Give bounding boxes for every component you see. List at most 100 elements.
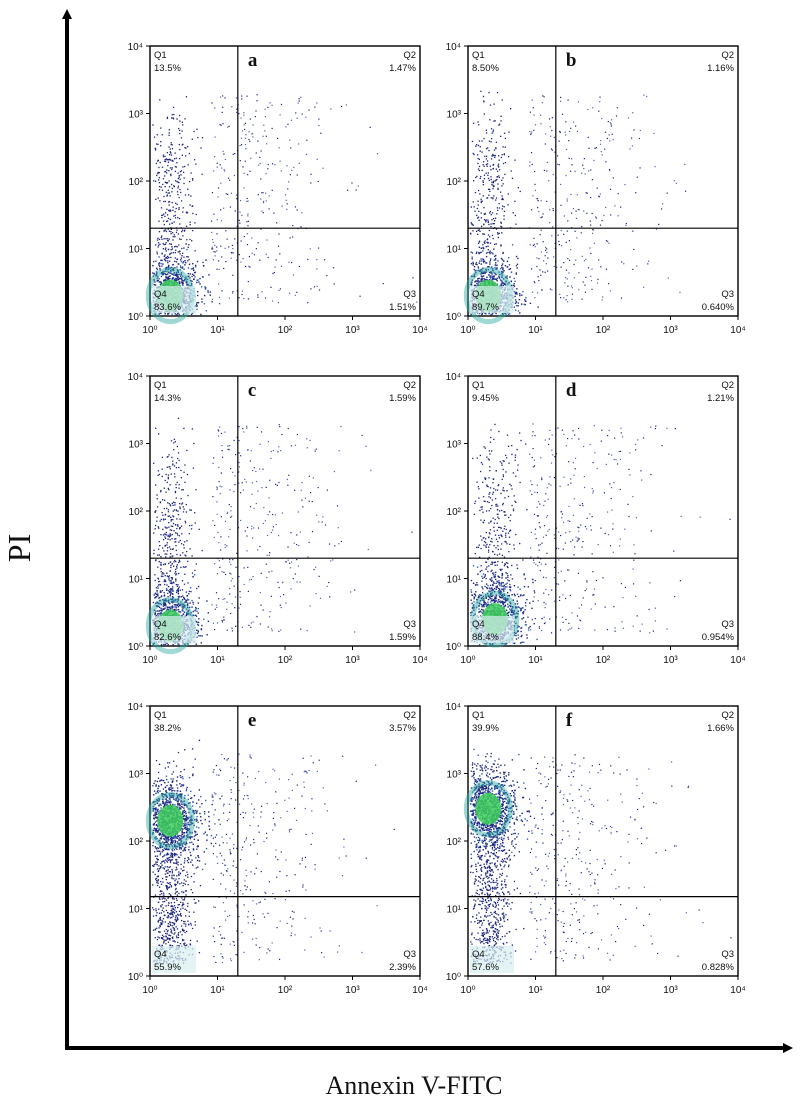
event-dot bbox=[166, 151, 169, 154]
event-dot bbox=[164, 545, 166, 547]
event-dot bbox=[482, 164, 484, 166]
event-dot bbox=[235, 566, 237, 568]
event-dot bbox=[568, 157, 570, 160]
event-dot bbox=[190, 268, 193, 270]
event-dot bbox=[490, 197, 492, 199]
event-dot bbox=[543, 169, 546, 172]
event-dot bbox=[503, 153, 506, 155]
event-dot bbox=[174, 180, 177, 182]
event-dot bbox=[157, 566, 159, 568]
event-dot bbox=[170, 152, 172, 154]
event-dot bbox=[166, 466, 168, 468]
event-dot bbox=[489, 258, 492, 260]
event-dot bbox=[488, 179, 491, 182]
event-dot bbox=[168, 534, 170, 536]
event-dot bbox=[244, 122, 246, 125]
event-dot bbox=[495, 312, 497, 315]
event-dot bbox=[176, 604, 179, 607]
x-tick-label: 10⁰ bbox=[142, 655, 157, 666]
event-dot bbox=[197, 585, 200, 588]
event-dot bbox=[538, 258, 540, 260]
event-dot bbox=[549, 288, 552, 290]
event-dot bbox=[517, 302, 519, 304]
event-dot bbox=[598, 259, 600, 261]
event-dot bbox=[214, 563, 216, 565]
event-dot bbox=[234, 475, 236, 477]
event-dot bbox=[182, 610, 184, 612]
event-dot bbox=[168, 579, 170, 581]
event-dot bbox=[481, 605, 483, 608]
event-dot bbox=[184, 464, 186, 466]
event-dot bbox=[296, 174, 298, 176]
event-dot bbox=[498, 275, 500, 277]
event-dot bbox=[500, 221, 502, 223]
event-dot bbox=[171, 586, 174, 588]
event-dot bbox=[544, 271, 546, 274]
event-dot bbox=[526, 634, 528, 636]
event-dot bbox=[521, 641, 523, 644]
quadrant-q1-value: 8.50% bbox=[472, 63, 499, 74]
event-dot bbox=[567, 285, 569, 287]
event-dot bbox=[480, 201, 482, 204]
event-dot bbox=[227, 193, 229, 195]
event-dot bbox=[163, 573, 165, 575]
event-dot bbox=[211, 604, 213, 606]
event-dot bbox=[522, 617, 525, 619]
event-dot bbox=[639, 167, 641, 169]
event-dot bbox=[184, 566, 186, 568]
event-dot bbox=[169, 529, 171, 531]
event-dot bbox=[173, 185, 175, 187]
event-dot bbox=[178, 174, 180, 177]
event-dot bbox=[156, 613, 159, 615]
event-dot bbox=[276, 484, 278, 486]
event-dot bbox=[163, 603, 166, 605]
event-dot bbox=[471, 611, 473, 613]
event-dot bbox=[232, 153, 234, 155]
event-dot bbox=[205, 310, 207, 312]
event-dot bbox=[160, 595, 163, 597]
event-dot bbox=[229, 612, 232, 615]
event-dot bbox=[611, 133, 613, 135]
event-dot bbox=[167, 161, 170, 163]
event-dot bbox=[240, 455, 242, 457]
x-tick-label: 10¹ bbox=[528, 325, 543, 336]
event-dot bbox=[241, 214, 243, 217]
event-dot bbox=[492, 217, 495, 220]
event-dot bbox=[477, 269, 479, 272]
event-dot bbox=[471, 275, 473, 277]
event-dot bbox=[502, 183, 504, 185]
event-dot bbox=[558, 140, 560, 142]
event-dot bbox=[159, 596, 161, 599]
event-dot bbox=[167, 278, 170, 280]
event-dot bbox=[509, 613, 512, 616]
event-dot bbox=[287, 188, 289, 190]
event-dot bbox=[169, 504, 172, 506]
event-dot bbox=[174, 608, 176, 611]
event-dot bbox=[164, 273, 166, 275]
event-dot bbox=[487, 219, 489, 221]
event-dot bbox=[491, 276, 493, 278]
event-dot bbox=[491, 234, 494, 237]
event-dot bbox=[162, 534, 165, 536]
event-dot bbox=[497, 187, 499, 190]
event-dot bbox=[173, 113, 175, 116]
event-dot bbox=[192, 267, 195, 269]
event-dot bbox=[183, 583, 186, 585]
event-dot bbox=[184, 264, 186, 266]
event-dot bbox=[250, 622, 252, 624]
event-dot bbox=[679, 291, 681, 293]
event-dot bbox=[154, 596, 157, 599]
event-dot bbox=[181, 599, 184, 601]
event-dot bbox=[482, 609, 484, 611]
event-dot bbox=[178, 277, 180, 279]
event-dot bbox=[171, 148, 174, 150]
event-dot bbox=[275, 483, 277, 485]
event-dot bbox=[473, 265, 476, 268]
event-dot bbox=[492, 253, 494, 255]
plot-frame bbox=[149, 45, 421, 317]
event-dot bbox=[498, 175, 500, 177]
event-dot bbox=[171, 502, 173, 505]
event-dot bbox=[494, 259, 497, 261]
event-dot bbox=[164, 243, 167, 245]
event-dot bbox=[260, 572, 262, 574]
